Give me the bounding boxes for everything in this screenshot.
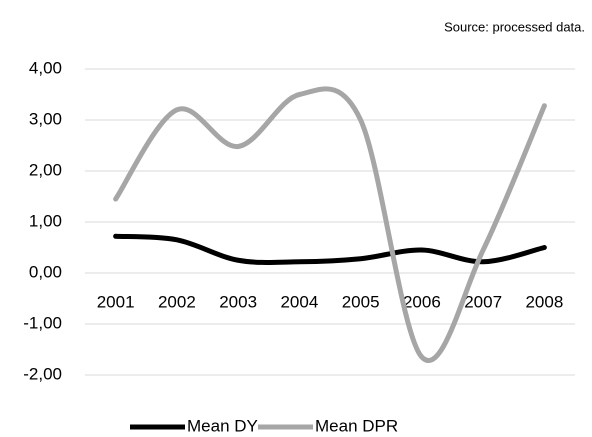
y-tick-label: 0,00 bbox=[29, 262, 62, 281]
legend-label: Mean DPR bbox=[315, 416, 398, 435]
y-tick-label: -2,00 bbox=[23, 364, 62, 383]
x-tick-label: 2008 bbox=[525, 292, 563, 311]
y-tick-label: 3,00 bbox=[29, 109, 62, 128]
y-tick-label: 2,00 bbox=[29, 160, 62, 179]
legend-label: Mean DY bbox=[187, 416, 258, 435]
x-tick-label: 2006 bbox=[403, 292, 441, 311]
y-tick-label: -1,00 bbox=[23, 313, 62, 332]
x-tick-label: 2001 bbox=[97, 292, 135, 311]
x-tick-label: 2002 bbox=[158, 292, 196, 311]
source-note: Source: processed data. bbox=[444, 19, 585, 34]
x-tick-label: 2005 bbox=[342, 292, 380, 311]
x-tick-label: 2007 bbox=[464, 292, 502, 311]
series-line bbox=[113, 86, 547, 363]
x-tick-label: 2004 bbox=[280, 292, 318, 311]
y-tick-label: 1,00 bbox=[29, 211, 62, 230]
y-tick-label: 4,00 bbox=[29, 58, 62, 77]
x-tick-label: 2003 bbox=[219, 292, 257, 311]
